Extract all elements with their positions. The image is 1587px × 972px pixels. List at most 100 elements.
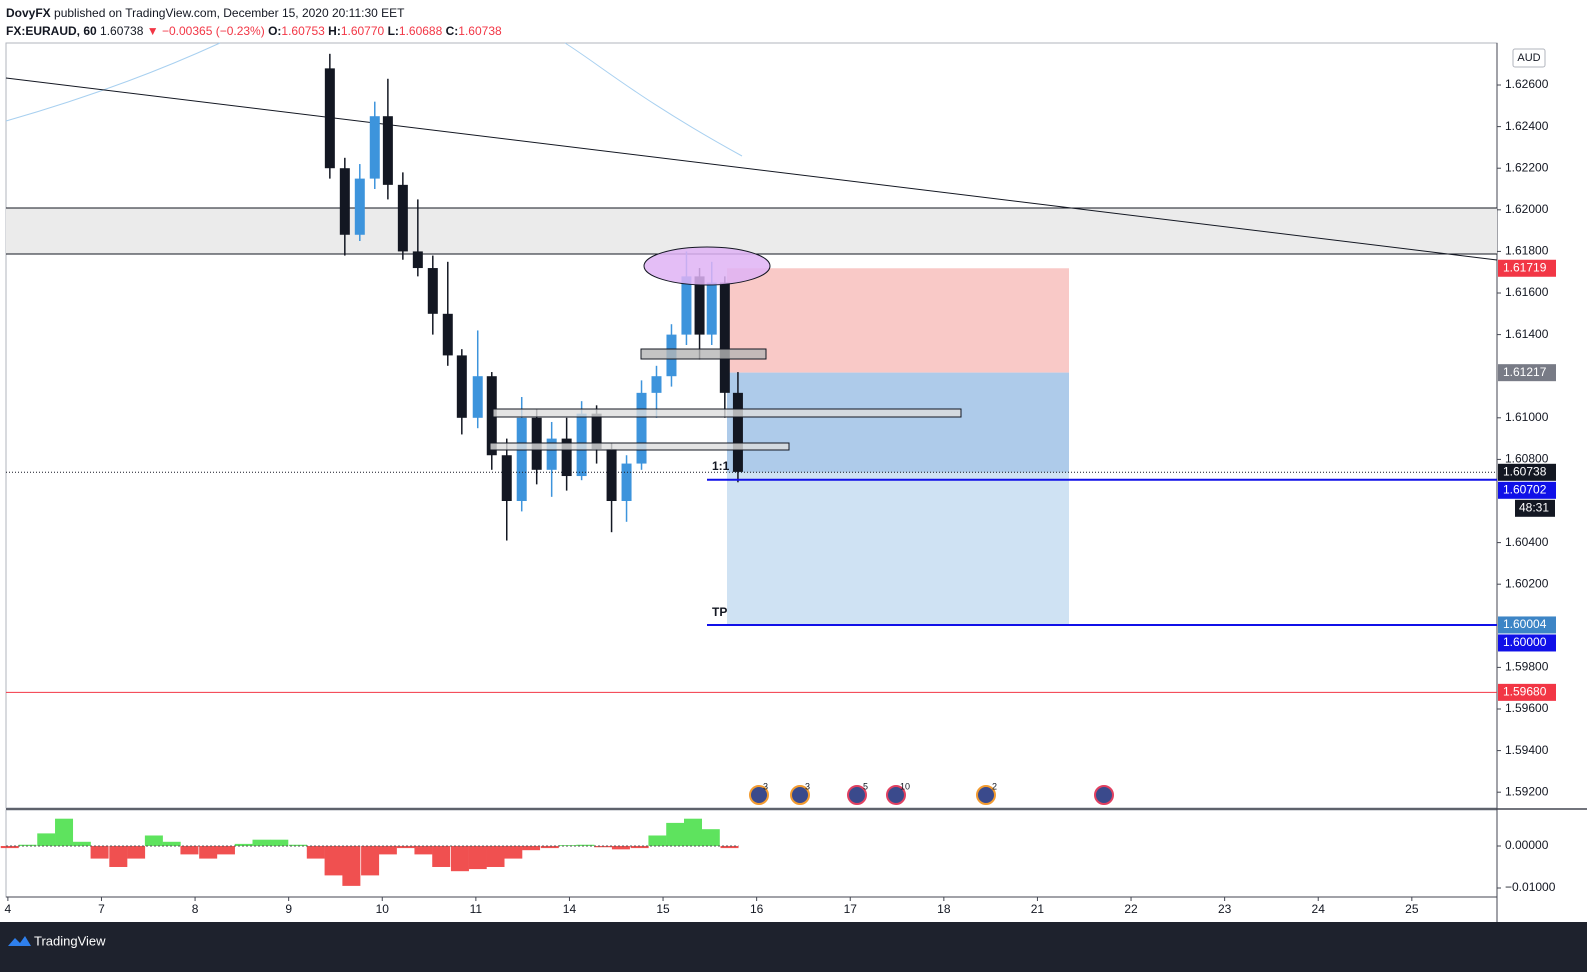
event-count: 3 xyxy=(805,781,810,791)
event-count: 3 xyxy=(763,781,768,791)
osc-bar xyxy=(701,829,720,846)
osc-bar xyxy=(576,844,595,846)
price-label: 1.61217 xyxy=(1503,365,1547,379)
candle-body xyxy=(636,392,647,464)
candle-body xyxy=(546,438,557,470)
y-tick-label: 1.62400 xyxy=(1505,119,1549,133)
x-tick-label: 21 xyxy=(1031,902,1045,916)
ohlc-label: H: xyxy=(328,24,341,38)
candle-body xyxy=(561,438,572,477)
x-tick-label: 23 xyxy=(1218,902,1232,916)
candle-body xyxy=(651,376,662,393)
candle-body xyxy=(732,392,743,472)
osc-bar xyxy=(342,845,361,886)
candle-body xyxy=(382,116,393,185)
x-tick-label: 18 xyxy=(937,902,951,916)
candle-body xyxy=(339,168,350,235)
logo xyxy=(8,936,31,946)
ohlc-label: O: xyxy=(268,24,282,38)
osc-bar xyxy=(18,844,37,846)
x-tick-label: 14 xyxy=(563,902,577,916)
price-label-box xyxy=(1498,683,1556,701)
trendline xyxy=(5,77,1498,261)
x-tick-label: 17 xyxy=(844,902,858,916)
y-tick-label: 1.60400 xyxy=(1505,535,1549,549)
osc-bar xyxy=(594,845,613,848)
price-label: 1.59680 xyxy=(1503,685,1547,699)
x-tick-label: 9 xyxy=(285,902,292,916)
candle-body xyxy=(472,376,483,418)
countdown: 48:31 xyxy=(1519,500,1549,514)
y-tick-label: 1.59600 xyxy=(1505,701,1549,715)
order-block xyxy=(640,348,767,360)
header: DovyFX published on TradingView.com, Dec… xyxy=(6,4,502,40)
candle-body xyxy=(694,276,705,335)
candle-body xyxy=(456,355,467,418)
osc-bar xyxy=(486,845,505,867)
candle-body xyxy=(681,276,692,335)
osc-bar xyxy=(162,841,181,846)
osc-bar xyxy=(109,845,128,867)
price-label-box xyxy=(1498,634,1556,652)
ratio-label: 1:1 xyxy=(712,459,730,473)
osc-bar xyxy=(504,845,523,859)
order-block xyxy=(489,442,790,451)
ohlc-value: 1.60738 xyxy=(458,24,502,38)
ohlc-label: C: xyxy=(445,24,459,38)
price-label-box xyxy=(1498,616,1556,634)
osc-bar xyxy=(180,845,199,855)
candle-body xyxy=(606,449,617,502)
footer-brand: TradingView xyxy=(34,933,106,948)
oscillator-pane xyxy=(5,809,1498,898)
osc-y-tick-label: 0.00000 xyxy=(1505,838,1549,852)
y-tick-label: 1.61600 xyxy=(1505,285,1549,299)
x-tick-label: 24 xyxy=(1312,902,1326,916)
price-label: 1.60000 xyxy=(1503,635,1547,649)
osc-bar xyxy=(252,839,271,846)
x-tick-label: 11 xyxy=(470,902,483,916)
ohlc-value: 1.60753 xyxy=(281,24,325,38)
event-count: 2 xyxy=(992,781,997,791)
highlight-ellipse xyxy=(643,246,771,286)
price-label: 1.61719 xyxy=(1503,260,1547,274)
osc-bar xyxy=(90,845,109,859)
candle-body xyxy=(591,413,602,450)
event-icon xyxy=(976,785,996,805)
osc-bar xyxy=(432,845,451,867)
y-tick-label: 1.61000 xyxy=(1505,410,1549,424)
y-tick-label: 1.62000 xyxy=(1505,202,1549,216)
symbol-line: FX:EURAUD, 60 1.60738 ▼ −0.00365 (−0.23%… xyxy=(6,22,502,40)
published: published on TradingView.com, December 1… xyxy=(54,6,405,20)
price-label: 1.60702 xyxy=(1503,482,1547,496)
osc-bar xyxy=(324,845,343,876)
x-tick-label: 7 xyxy=(98,902,105,916)
candle-body xyxy=(397,184,408,252)
event-icon xyxy=(790,785,810,805)
osc-bar xyxy=(216,845,235,855)
x-tick-label: 16 xyxy=(750,902,764,916)
y-tick-label: 1.61800 xyxy=(1505,244,1549,258)
price-label: 1.60738 xyxy=(1503,464,1547,478)
osc-bar xyxy=(450,845,469,872)
x-tick-label: 4 xyxy=(5,902,12,916)
osc-bar xyxy=(396,845,415,849)
publish-line: DovyFX published on TradingView.com, Dec… xyxy=(6,4,502,22)
y-tick-label: 1.59800 xyxy=(1505,660,1549,674)
x-tick-label: 8 xyxy=(192,902,199,916)
price-label-box xyxy=(1498,364,1556,382)
price-label-box xyxy=(1498,481,1556,499)
currency: AUD xyxy=(1517,52,1540,64)
osc-bar xyxy=(361,845,380,876)
price-label: 1.60004 xyxy=(1503,617,1547,631)
osc-bar xyxy=(37,833,56,846)
ohlc: O:1.60753 H:1.60770 L:1.60688 C:1.60738 xyxy=(268,24,502,38)
osc-bar xyxy=(522,845,541,851)
ohlc-label: L: xyxy=(387,24,399,38)
osc-bar xyxy=(270,839,289,846)
osc-bar xyxy=(144,835,163,846)
author: DovyFX xyxy=(6,6,51,20)
osc-bar xyxy=(468,845,487,870)
candle-body xyxy=(501,455,512,502)
moving-average xyxy=(564,42,743,157)
stop-zone xyxy=(727,268,1069,373)
